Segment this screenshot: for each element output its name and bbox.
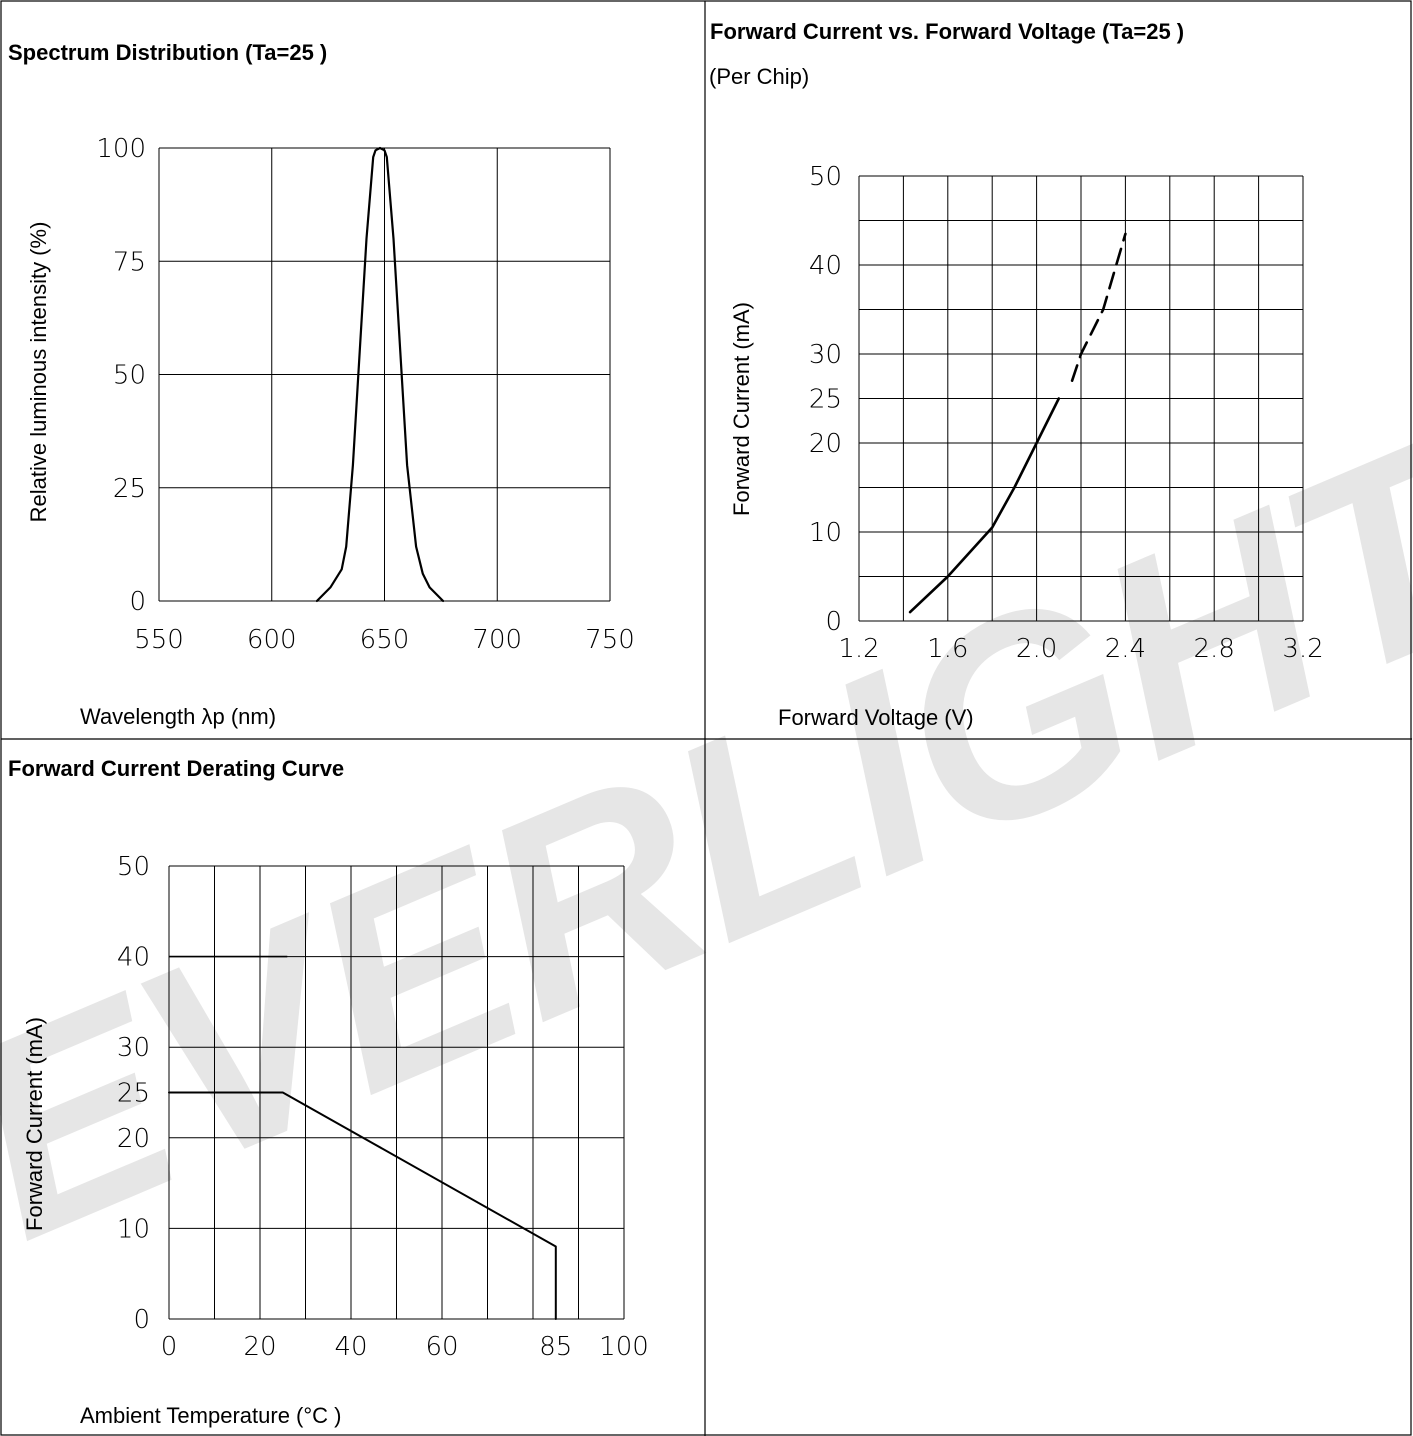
series-marks — [168, 955, 557, 1320]
y-axis-label: Forward Current (mA) — [22, 1017, 47, 1231]
series-line — [908, 397, 1061, 614]
y-tick-label: 50 — [809, 162, 842, 192]
x-tick-label: 60 — [425, 1332, 458, 1362]
x-tick-label: 750 — [585, 625, 635, 655]
series-line — [168, 1091, 557, 1320]
x-tick-label: 20 — [243, 1332, 276, 1362]
series-line-dashed — [1070, 232, 1127, 382]
y-tick-label: 40 — [117, 943, 150, 973]
grid — [158, 147, 611, 602]
x-tick-label: 85 — [539, 1332, 572, 1362]
y-tick-label: 25 — [113, 474, 146, 504]
x-tick-label: 1.2 — [838, 634, 879, 664]
x-tick-label: 2.8 — [1194, 634, 1235, 664]
series-marks — [315, 146, 445, 603]
x-tick-label: 2.0 — [1016, 634, 1057, 664]
y-tick-label: 0 — [825, 607, 842, 637]
y-tick-label: 20 — [809, 429, 842, 459]
grid — [858, 175, 1304, 622]
x-tick-label: 600 — [247, 625, 297, 655]
spectrum-chart: Spectrum Distribution (Ta=25 ) Wavelengt… — [8, 40, 635, 729]
chart-title: Forward Current Derating Curve — [8, 756, 344, 781]
y-tick-label: 0 — [133, 1305, 150, 1335]
x-axis-label: Wavelength λp (nm) — [80, 704, 276, 729]
y-axis-label: Relative luminous intensity (%) — [26, 222, 51, 523]
x-tick-label: 1.6 — [927, 634, 968, 664]
y-axis-label: Forward Current (mA) — [729, 302, 754, 516]
chart-subtitle: (Per Chip) — [709, 64, 809, 89]
x-tick-label: 100 — [599, 1332, 649, 1362]
y-tick-label: 0 — [129, 587, 146, 617]
y-tick-label: 10 — [117, 1214, 150, 1244]
y-tick-label: 20 — [117, 1124, 150, 1154]
x-tick-label: 700 — [472, 625, 522, 655]
derating-chart: Forward Current Derating Curve Ambient T… — [8, 756, 649, 1428]
y-tick-label: 75 — [113, 247, 146, 277]
y-tick-label: 25 — [809, 385, 842, 415]
y-tick-label: 100 — [96, 134, 146, 164]
watermark: EVERLIGHT — [0, 377, 1413, 1299]
y-tick-label: 30 — [809, 340, 842, 370]
x-tick-label: 2.4 — [1105, 634, 1146, 664]
x-axis-label: Ambient Temperature (°C ) — [80, 1403, 342, 1428]
y-tick-label: 25 — [117, 1079, 150, 1109]
y-tick-label: 50 — [117, 852, 150, 882]
y-tick-label: 10 — [809, 518, 842, 548]
x-tick-label: 40 — [334, 1332, 367, 1362]
tick-labels: 0 10 20 25 30 40 50 0 20 40 60 85 100 — [117, 852, 649, 1362]
x-tick-label: 3.2 — [1282, 634, 1323, 664]
chart-title: Forward Current vs. Forward Voltage (Ta=… — [710, 19, 1184, 44]
series-line — [315, 146, 445, 603]
y-tick-label: 50 — [113, 361, 146, 391]
tick-labels: 0 25 50 75 100 550 600 650 700 750 — [96, 134, 634, 655]
x-tick-label: 0 — [161, 1332, 178, 1362]
series-marks — [908, 232, 1127, 614]
y-tick-label: 30 — [117, 1033, 150, 1063]
iv-chart: Forward Current vs. Forward Voltage (Ta=… — [709, 19, 1324, 730]
y-tick-label: 40 — [809, 251, 842, 281]
tick-labels: 0 10 20 25 30 40 50 1.2 1.6 2.0 2.4 2.8 3.2 — [809, 162, 1324, 664]
x-tick-label: 650 — [360, 625, 410, 655]
chart-title: Spectrum Distribution (Ta=25 ) — [8, 40, 327, 65]
grid — [168, 865, 625, 1320]
x-tick-label: 550 — [134, 625, 184, 655]
x-axis-label: Forward Voltage (V) — [778, 705, 974, 730]
